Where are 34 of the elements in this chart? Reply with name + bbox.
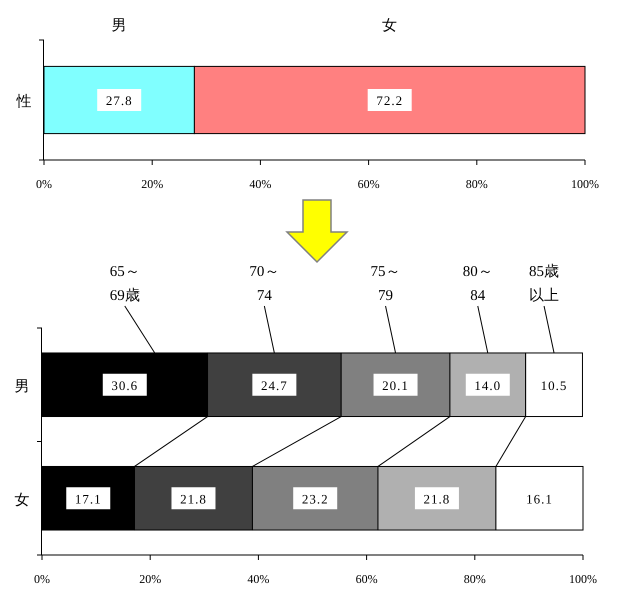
y-tick-label: 男 <box>14 378 30 395</box>
x-tick-label: 100% <box>569 572 597 586</box>
data-label: 16.1 <box>526 491 553 506</box>
x-tick-label: 80% <box>466 177 488 191</box>
text: 70～74 <box>249 264 280 304</box>
data-label: 21.8 <box>180 491 207 506</box>
x-tick-label: 0% <box>34 572 50 586</box>
x-tick-label: 20% <box>139 572 162 586</box>
data-label: 14.0 <box>474 378 502 393</box>
y-tick-label: 性 <box>16 93 32 110</box>
data-label: 20.1 <box>382 378 409 393</box>
data-label: 72.2 <box>376 93 404 108</box>
x-tick-label: 40% <box>249 177 272 191</box>
data-label: 24.7 <box>260 378 288 393</box>
x-tick-label: 100% <box>571 177 599 191</box>
data-label: 21.8 <box>424 491 450 506</box>
data-label: 23.2 <box>302 491 329 506</box>
x-tick-label: 20% <box>141 177 164 191</box>
x-tick-label: 60% <box>356 572 378 586</box>
text: 男 <box>112 18 127 34</box>
text: 75～79 <box>370 264 401 304</box>
data-label: 17.1 <box>74 491 102 506</box>
data-label: 10.5 <box>540 378 568 393</box>
x-tick-label: 60% <box>358 177 380 191</box>
data-label: 30.6 <box>111 378 138 393</box>
x-tick-label: 40% <box>247 572 270 586</box>
text: 65～69歳 <box>110 264 140 304</box>
text: 80～84 <box>462 264 493 304</box>
x-tick-label: 0% <box>36 177 52 191</box>
x-tick-label: 80% <box>464 572 486 586</box>
y-tick-label: 女 <box>14 491 30 508</box>
text: 女 <box>382 17 398 34</box>
data-label: 27.8 <box>106 93 133 108</box>
text: 85歳以上 <box>529 263 560 304</box>
